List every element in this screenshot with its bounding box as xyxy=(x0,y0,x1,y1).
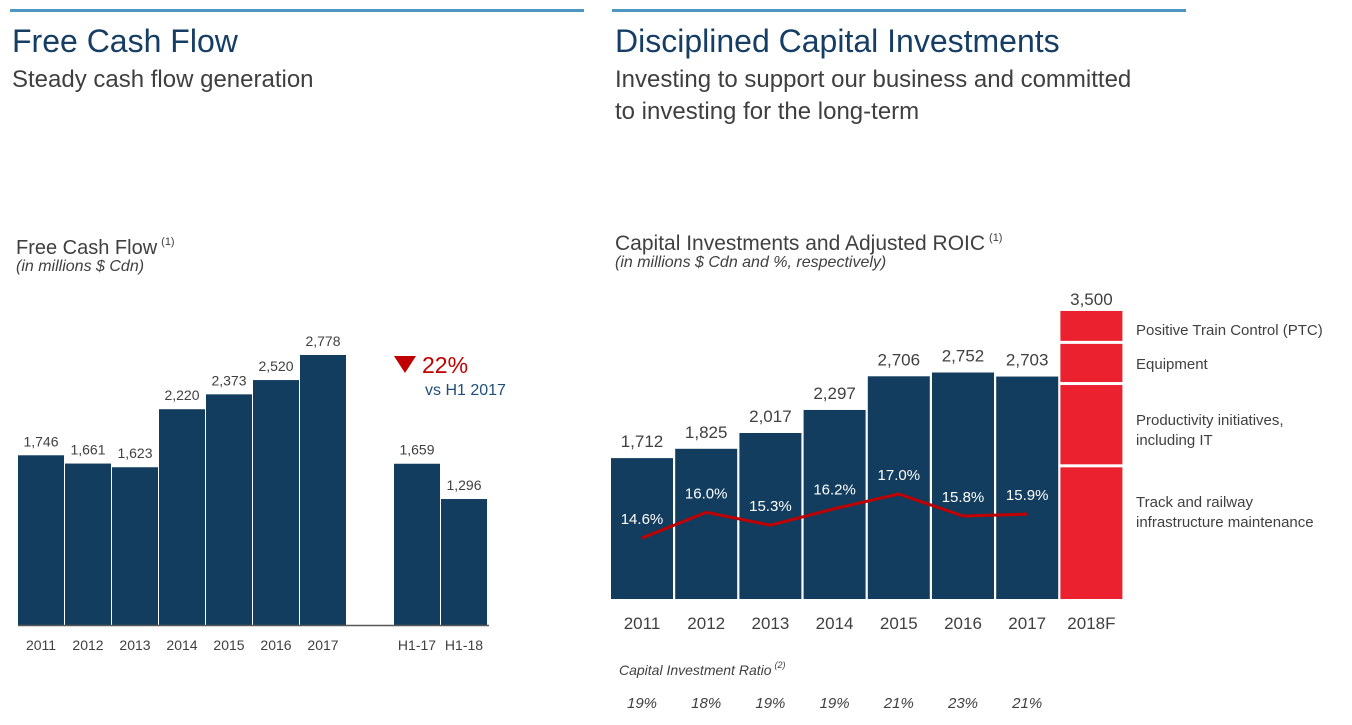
fcf-category-label-2013: 2013 xyxy=(119,637,150,653)
capital-investment-ratio-value-2011: 19% xyxy=(627,695,657,712)
fcf-bar-2012 xyxy=(65,463,111,625)
fcf-value-label-2015: 2,373 xyxy=(211,372,246,388)
down-triangle-icon xyxy=(394,356,416,373)
fcf-bar-h1-17 xyxy=(394,463,440,625)
forecast-segment-label-1: including IT xyxy=(1136,432,1213,449)
capex-value-label-2017: 2,703 xyxy=(1006,351,1049,370)
right-panel-subtitle-line1: Investing to support our business and co… xyxy=(615,66,1132,93)
capital-investment-ratio-value-2015: 21% xyxy=(883,695,914,712)
capex-category-label-2015: 2015 xyxy=(880,614,918,633)
fcf-value-label-h1-18: 1,296 xyxy=(446,477,481,493)
fcf-value-label-2014: 2,220 xyxy=(164,387,199,403)
roic-value-label-2014: 16.2% xyxy=(813,482,856,499)
capex-category-label-2011: 2011 xyxy=(624,614,661,633)
capex-value-label-2018f: 3,500 xyxy=(1070,290,1113,309)
fcf-chart-title-text: Free Cash Flow xyxy=(16,237,158,259)
forecast-segment-label-1: Productivity initiatives, xyxy=(1136,412,1284,429)
capital-investment-ratio-value-2013: 19% xyxy=(755,695,785,712)
capex-chart-subtitle: (in millions $ Cdn and %, respectively) xyxy=(615,254,887,271)
capex-category-label-2016: 2016 xyxy=(944,614,982,633)
fcf-category-label-2012: 2012 xyxy=(72,637,103,653)
fcf-category-label-2014: 2014 xyxy=(166,637,197,653)
capex-category-label-2014: 2014 xyxy=(816,614,854,633)
capital-investment-ratio-label: Capital Investment Ratio (2) xyxy=(619,660,786,678)
capex-bar-2017 xyxy=(996,376,1059,599)
roic-value-label-2015: 17.0% xyxy=(878,467,921,484)
capex-value-label-2015: 2,706 xyxy=(878,350,921,369)
roic-value-label-2016: 15.8% xyxy=(942,489,985,506)
fcf-bar-2013 xyxy=(112,467,158,625)
capex-forecast-segment-3 xyxy=(1060,310,1123,341)
capex-value-label-2016: 2,752 xyxy=(942,347,985,366)
right-panel-title: Disciplined Capital Investments xyxy=(615,23,1060,59)
capital-investment-ratio-value-2016: 23% xyxy=(947,695,978,712)
capex-forecast-segment-2 xyxy=(1060,343,1123,383)
roic-value-label-2011: 14.6% xyxy=(621,511,664,528)
roic-value-label-2012: 16.0% xyxy=(685,485,728,502)
capex-bar-2015 xyxy=(867,376,930,599)
forecast-segment-label-3: Positive Train Control (PTC) xyxy=(1136,322,1323,339)
fcf-category-label-2015: 2015 xyxy=(213,637,244,653)
capex-chart-title-footnote: (1) xyxy=(989,232,1003,244)
capex-category-label-2018f: 2018F xyxy=(1067,614,1115,633)
fcf-category-label-2017: 2017 xyxy=(307,637,338,653)
fcf-change-comparison: vs H1 2017 xyxy=(425,382,506,399)
capex-bar-2016 xyxy=(932,372,994,599)
capex-bar-2013 xyxy=(739,433,802,599)
capital-investment-ratio-label-text: Capital Investment Ratio xyxy=(619,662,772,678)
forecast-segment-label-0: Track and railway xyxy=(1136,494,1253,511)
fcf-value-label-2013: 1,623 xyxy=(117,445,152,461)
capex-forecast-segment-1 xyxy=(1060,385,1123,465)
capex-value-label-2011: 1,712 xyxy=(621,432,664,451)
fcf-bar-2015 xyxy=(206,394,252,625)
right-panel-subtitle-line2: to investing for the long-term xyxy=(615,98,920,125)
capex-value-label-2014: 2,297 xyxy=(813,384,856,403)
fcf-category-label-2016: 2016 xyxy=(260,637,291,653)
fcf-bar-2016 xyxy=(253,380,299,625)
fcf-category-label-h1-17: H1-17 xyxy=(398,637,436,653)
roic-value-label-2017: 15.9% xyxy=(1006,487,1049,504)
fcf-category-label-h1-18: H1-18 xyxy=(445,637,483,653)
capex-value-label-2013: 2,017 xyxy=(749,407,792,426)
fcf-category-label-2011: 2011 xyxy=(26,637,56,653)
fcf-bar-2017 xyxy=(300,354,346,625)
fcf-value-label-2011: 1,746 xyxy=(23,433,58,449)
roic-value-label-2013: 15.3% xyxy=(749,498,792,515)
fcf-value-label-h1-17: 1,659 xyxy=(399,442,434,458)
fcf-bar-h1-18 xyxy=(441,499,487,625)
fcf-value-label-2017: 2,778 xyxy=(305,333,340,349)
right-panel-top-rule xyxy=(612,9,1186,12)
fcf-bar-2014 xyxy=(159,409,205,625)
fcf-chart-subtitle: (in millions $ Cdn) xyxy=(16,258,145,275)
capex-chart-title-text: Capital Investments and Adjusted ROIC xyxy=(615,232,986,255)
capex-bar-2012 xyxy=(675,448,738,599)
roic-line xyxy=(641,492,1028,540)
capital-investment-ratio-value-2014: 19% xyxy=(820,695,850,712)
capex-category-label-2017: 2017 xyxy=(1008,614,1046,633)
fcf-change-percent: 22% xyxy=(422,352,469,378)
fcf-chart-title-footnote: (1) xyxy=(161,236,175,248)
capex-category-label-2013: 2013 xyxy=(751,614,789,633)
capex-chart-title: Capital Investments and Adjusted ROIC (1) xyxy=(615,227,1002,255)
capex-value-label-2012: 1,825 xyxy=(685,423,728,442)
forecast-segment-label-2: Equipment xyxy=(1136,356,1209,373)
fcf-bar-2011 xyxy=(18,455,64,625)
capital-investment-ratio-value-2012: 18% xyxy=(691,695,721,712)
fcf-chart-title: Free Cash Flow (1) xyxy=(16,231,175,259)
capital-investment-ratio-value-2017: 21% xyxy=(1011,695,1042,712)
left-panel-top-rule xyxy=(10,9,584,12)
forecast-segment-label-0: infrastructure maintenance xyxy=(1136,514,1314,531)
fcf-value-label-2012: 1,661 xyxy=(70,442,105,458)
left-panel-title: Free Cash Flow xyxy=(12,23,238,59)
left-panel-subtitle: Steady cash flow generation xyxy=(12,66,314,93)
fcf-value-label-2016: 2,520 xyxy=(258,358,293,374)
capital-investment-ratio-footnote: (2) xyxy=(774,660,786,670)
capex-forecast-segment-0 xyxy=(1060,467,1123,599)
capex-category-label-2012: 2012 xyxy=(687,614,725,633)
